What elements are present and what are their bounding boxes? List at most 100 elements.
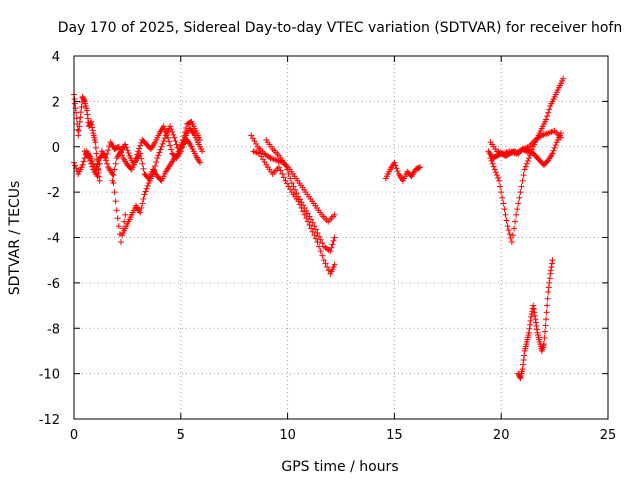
data-point xyxy=(141,191,148,198)
data-point xyxy=(530,305,537,312)
data-point xyxy=(177,142,184,149)
y-axis-label: SDTVAR / TECUs xyxy=(7,181,23,296)
data-point xyxy=(324,263,331,270)
series-sat-track-5 xyxy=(120,118,204,236)
data-point xyxy=(95,167,102,174)
data-point xyxy=(132,155,139,162)
data-point xyxy=(331,211,338,218)
data-point xyxy=(531,312,538,319)
data-point xyxy=(508,239,515,246)
data-point xyxy=(520,357,527,364)
data-point xyxy=(112,160,119,167)
data-point xyxy=(499,194,506,201)
data-point xyxy=(96,177,103,184)
x-tick-label: 5 xyxy=(177,428,185,443)
data-point xyxy=(311,223,318,230)
x-tick-label: 10 xyxy=(279,428,296,443)
data-point xyxy=(89,127,96,134)
data-point xyxy=(76,123,83,130)
data-point xyxy=(314,229,321,236)
data-point xyxy=(151,167,158,174)
data-point xyxy=(545,288,552,295)
data-point xyxy=(551,144,558,151)
data-point xyxy=(498,189,505,196)
data-point xyxy=(75,132,82,139)
data-point xyxy=(496,177,503,184)
data-point xyxy=(502,211,509,218)
series-sat-track-8 xyxy=(263,136,338,255)
data-point xyxy=(501,206,508,213)
data-point xyxy=(105,147,112,154)
data-point xyxy=(492,169,499,176)
data-point xyxy=(140,165,147,172)
data-point xyxy=(85,155,92,162)
data-point xyxy=(282,161,289,168)
data-point xyxy=(136,145,143,152)
data-points xyxy=(71,75,567,382)
data-point xyxy=(532,319,539,326)
data-point xyxy=(178,139,185,146)
data-point xyxy=(322,260,329,267)
data-point xyxy=(293,190,300,197)
data-point xyxy=(88,118,95,125)
data-point xyxy=(156,149,163,156)
data-point xyxy=(284,166,291,173)
data-point xyxy=(525,155,532,162)
data-point xyxy=(169,129,176,136)
data-point xyxy=(545,109,552,116)
data-point xyxy=(417,164,424,171)
data-point xyxy=(111,189,118,196)
data-point xyxy=(527,321,534,328)
data-point xyxy=(527,317,534,324)
data-point xyxy=(531,309,538,316)
axis-ticks xyxy=(73,55,609,420)
data-point xyxy=(391,159,398,166)
data-point xyxy=(330,237,337,244)
data-point xyxy=(176,145,183,152)
data-point xyxy=(95,157,102,164)
data-point xyxy=(81,97,88,104)
data-point xyxy=(77,114,84,121)
data-point xyxy=(311,232,318,239)
data-point xyxy=(545,284,552,291)
data-point xyxy=(287,175,294,182)
x-tick-label: 0 xyxy=(70,428,78,443)
data-point xyxy=(115,143,122,150)
data-point xyxy=(92,144,99,151)
data-point xyxy=(131,158,138,165)
data-point xyxy=(114,215,121,222)
data-point xyxy=(516,194,523,201)
data-point xyxy=(325,267,332,274)
data-point xyxy=(393,165,400,172)
data-point xyxy=(514,206,521,213)
y-tick-label: -4 xyxy=(47,232,60,247)
data-point xyxy=(78,104,85,111)
data-point xyxy=(72,162,79,169)
data-point xyxy=(509,232,516,239)
data-point xyxy=(160,138,167,145)
data-point xyxy=(533,322,540,329)
series-sat-track-12 xyxy=(485,130,565,168)
y-tick-label: 4 xyxy=(52,50,60,65)
data-point xyxy=(518,183,525,190)
data-point xyxy=(155,152,162,159)
data-point xyxy=(109,177,116,184)
data-point xyxy=(308,225,315,232)
data-point xyxy=(139,160,146,167)
data-point xyxy=(137,209,144,216)
data-point xyxy=(139,200,146,207)
series-sat-track-7 xyxy=(250,148,338,277)
data-point xyxy=(309,219,316,226)
data-point xyxy=(552,142,559,149)
data-point xyxy=(516,374,523,381)
y-tick-label: -10 xyxy=(39,368,60,383)
data-point xyxy=(77,109,84,116)
data-point xyxy=(96,160,103,167)
data-point xyxy=(504,223,511,230)
data-point xyxy=(497,183,504,190)
data-point xyxy=(331,234,338,241)
chart-title: Day 170 of 2025, Sidereal Day-to-day VTE… xyxy=(58,20,622,36)
data-point xyxy=(197,159,204,166)
data-point xyxy=(546,279,553,286)
data-point xyxy=(134,151,141,158)
